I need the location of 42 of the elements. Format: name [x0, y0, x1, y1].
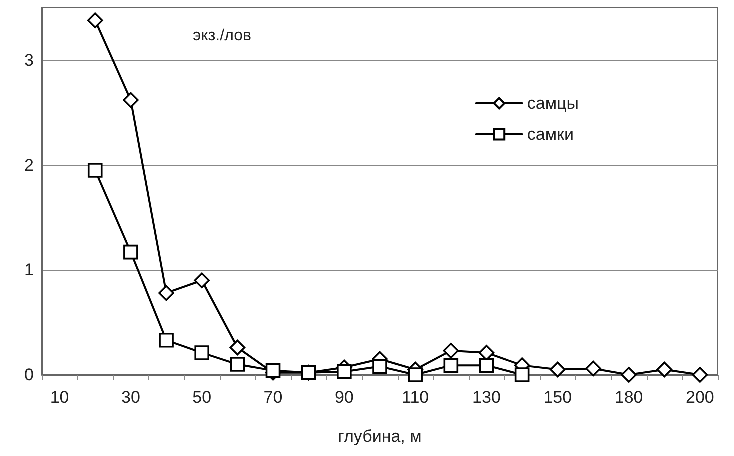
point [514, 368, 530, 382]
point [88, 163, 103, 178]
point [123, 92, 139, 108]
point [444, 358, 459, 373]
point [372, 359, 388, 374]
point [408, 368, 423, 382]
point [230, 357, 246, 372]
point [621, 367, 637, 383]
x-tick-label: 70 [264, 388, 283, 407]
point [124, 244, 138, 260]
x-tick-label: 30 [121, 388, 140, 407]
point [550, 362, 566, 378]
x-tick-label: 90 [334, 388, 354, 407]
x-tick-label: 180 [614, 388, 644, 407]
point [230, 340, 246, 356]
x-tick-label: 110 [402, 388, 430, 407]
x-tick-label: 200 [686, 388, 714, 407]
point [692, 367, 708, 383]
x-tick-label: 10 [50, 388, 70, 407]
point [194, 272, 210, 289]
point [158, 285, 174, 302]
y-tick-label: 3 [24, 50, 34, 70]
x-tick-label: 130 [472, 388, 501, 407]
x-tick-label: 50 [192, 388, 212, 407]
x-axis-title: глубина, м [338, 427, 422, 446]
point [194, 346, 210, 360]
x-tick-label: 150 [544, 388, 572, 407]
legend-label: самки [527, 125, 574, 144]
point [337, 364, 352, 380]
y-tick-label: 0 [24, 366, 34, 384]
point [656, 362, 673, 378]
point [87, 12, 104, 28]
y-tick-label: 2 [24, 156, 34, 175]
point [266, 363, 281, 378]
point [586, 360, 602, 377]
point [479, 358, 494, 373]
point [443, 342, 460, 359]
y-tick-label: 1 [24, 260, 34, 280]
legend-label: самцы [527, 94, 580, 113]
annotation: экз./лов [193, 28, 252, 44]
point [301, 366, 316, 380]
point [159, 332, 174, 348]
